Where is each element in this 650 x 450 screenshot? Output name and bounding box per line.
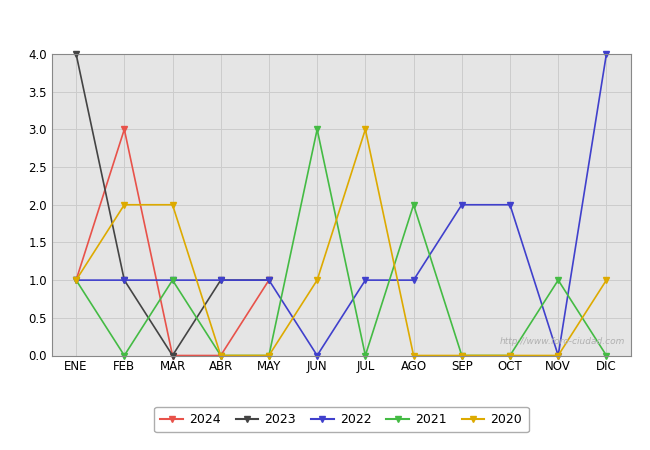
Legend: 2024, 2023, 2022, 2021, 2020: 2024, 2023, 2022, 2021, 2020 <box>154 407 528 432</box>
Text: http://www.foro-ciudad.com: http://www.foro-ciudad.com <box>499 338 625 346</box>
Text: Matriculaciones de Vehiculos en Dehesas Viejas: Matriculaciones de Vehiculos en Dehesas … <box>126 14 524 32</box>
